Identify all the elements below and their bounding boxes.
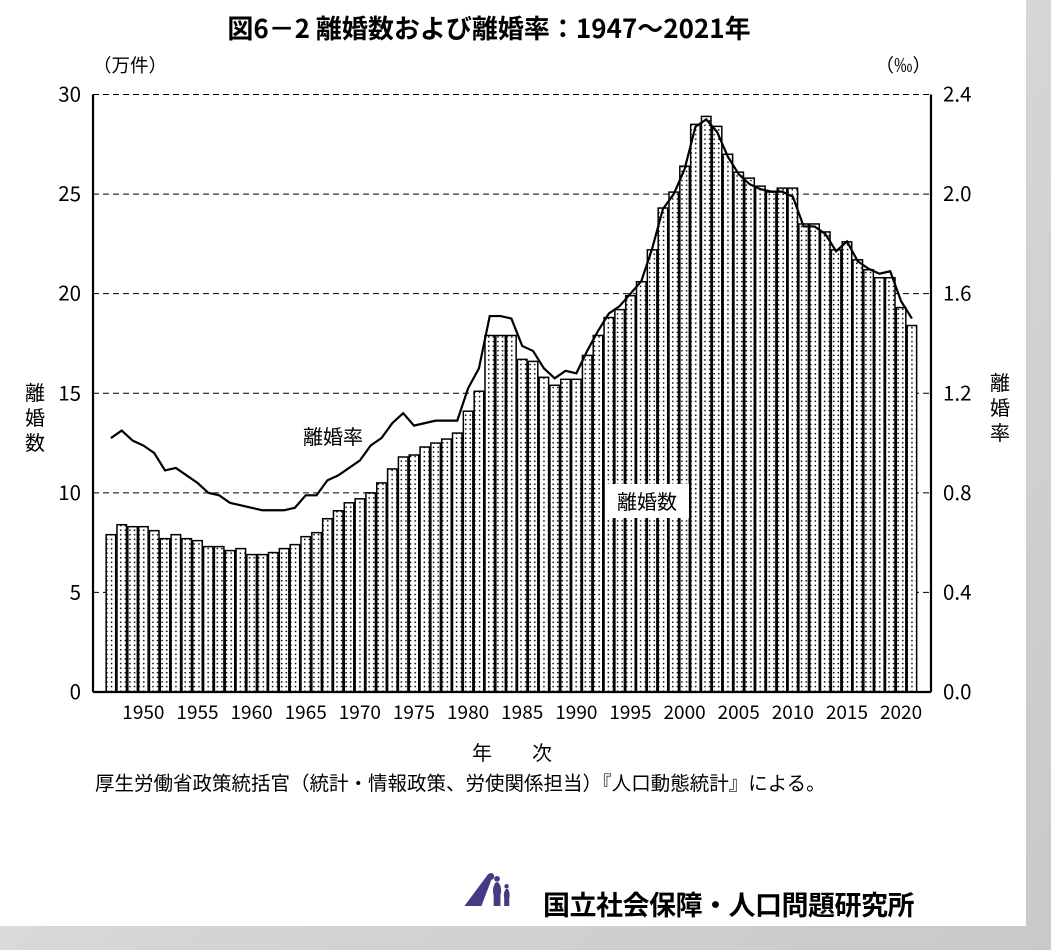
svg-text:2.4: 2.4 — [943, 78, 971, 108]
svg-text:5: 5 — [70, 575, 81, 605]
svg-text:20: 20 — [58, 277, 81, 307]
svg-text:0.8: 0.8 — [943, 476, 971, 506]
svg-text:25: 25 — [58, 177, 81, 207]
svg-text:2020: 2020 — [880, 698, 922, 725]
svg-text:0: 0 — [70, 675, 81, 705]
svg-text:年 次: 年 次 — [472, 737, 552, 766]
svg-text:1970: 1970 — [339, 698, 381, 725]
svg-text:離婚数: 離婚数 — [617, 486, 677, 515]
svg-text:厚生労働省政策統括官（統計・情報政策、労使関係担当）『人口動: 厚生労働省政策統括官（統計・情報政策、労使関係担当）『人口動態統計』による。 — [95, 767, 826, 796]
svg-text:2010: 2010 — [772, 698, 814, 725]
svg-text:1975: 1975 — [393, 698, 435, 725]
svg-text:1950: 1950 — [122, 698, 164, 725]
svg-text:（‰）: （‰） — [875, 52, 931, 78]
svg-text:1995: 1995 — [609, 698, 651, 725]
svg-text:（万件）: （万件） — [93, 52, 167, 78]
svg-text:1965: 1965 — [285, 698, 327, 725]
svg-text:2.0: 2.0 — [943, 177, 971, 207]
svg-text:1990: 1990 — [555, 698, 597, 725]
svg-text:1.6: 1.6 — [943, 277, 971, 307]
svg-text:1.2: 1.2 — [943, 376, 971, 406]
svg-text:1960: 1960 — [231, 698, 273, 725]
svg-text:1985: 1985 — [501, 698, 543, 725]
svg-text:1955: 1955 — [176, 698, 218, 725]
svg-text:2015: 2015 — [826, 698, 868, 725]
svg-text:15: 15 — [58, 376, 81, 406]
svg-text:1980: 1980 — [447, 698, 489, 725]
svg-text:国立社会保障・人口問題研究所: 国立社会保障・人口問題研究所 — [543, 884, 914, 923]
svg-text:0.4: 0.4 — [943, 575, 971, 605]
svg-text:2000: 2000 — [663, 698, 705, 725]
svg-text:図6－2 離婚数および離婚率：1947～2021年: 図6－2 離婚数および離婚率：1947～2021年 — [227, 9, 750, 46]
svg-text:10: 10 — [58, 476, 81, 506]
svg-text:数: 数 — [25, 427, 45, 456]
svg-text:率: 率 — [990, 417, 1010, 446]
svg-text:離婚率: 離婚率 — [303, 421, 363, 450]
svg-text:2005: 2005 — [718, 698, 760, 725]
svg-text:30: 30 — [58, 78, 81, 108]
svg-text:0.0: 0.0 — [943, 675, 971, 705]
